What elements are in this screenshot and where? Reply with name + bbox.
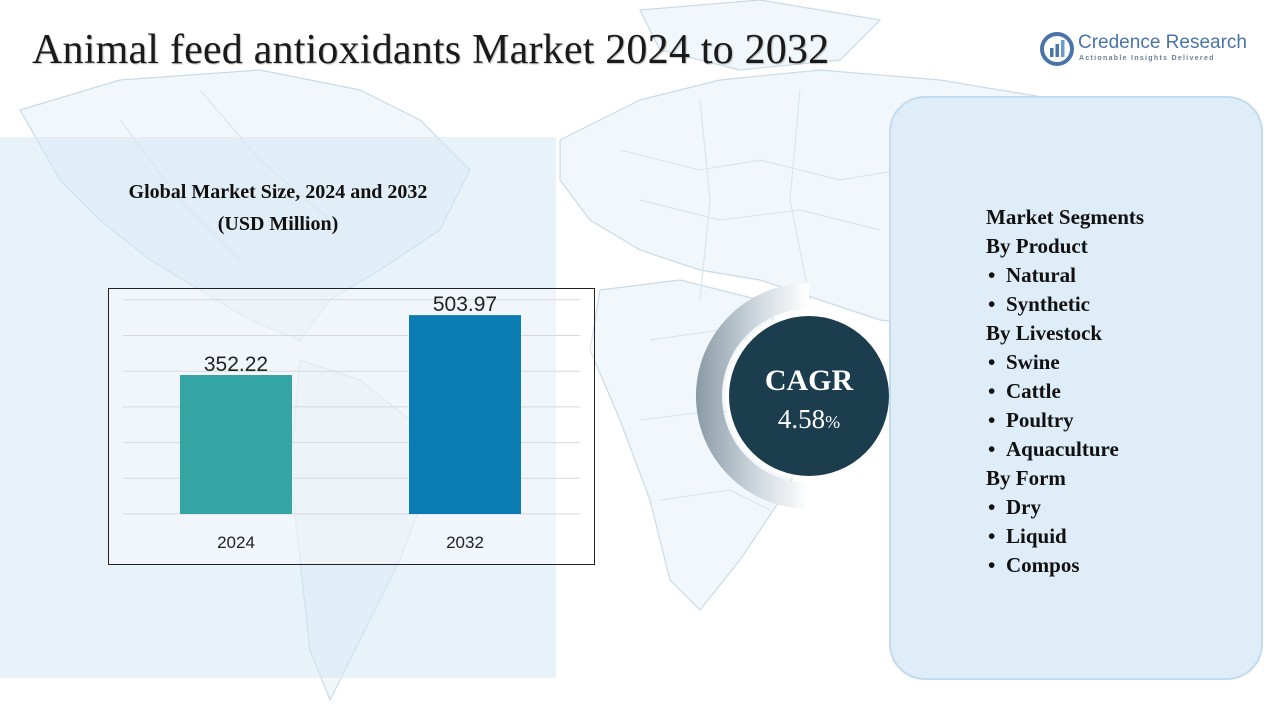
segment-item-label: Compos — [1006, 553, 1080, 577]
bar-value-label: 503.97 — [433, 293, 497, 316]
segment-item-label: Poultry — [1006, 408, 1074, 432]
bullet-icon: • — [988, 553, 996, 577]
segment-item-label: Natural — [1006, 263, 1076, 287]
chart-bars — [180, 315, 521, 514]
bullet-icon: • — [988, 495, 996, 519]
segments-heading: Market Segments — [986, 205, 1145, 229]
company-logo: Credence Research Actionable Insights De… — [1040, 32, 1260, 68]
segment-item-label: Synthetic — [1006, 292, 1090, 316]
cagr-arc — [695, 282, 809, 509]
bullet-icon: • — [988, 263, 996, 287]
chart-unit: (USD Million) — [217, 213, 339, 235]
chart-bar-values: 352.22 503.97 — [204, 293, 497, 376]
segment-item: • Swine — [986, 348, 1144, 377]
category-label: 2024 — [217, 533, 255, 552]
bullet-icon: • — [988, 408, 996, 432]
market-segments: Market Segments By Product • Natural • Syn… — [986, 203, 1144, 580]
cagr-value: 4.58 — [777, 404, 826, 434]
segment-item: • Natural — [986, 261, 1144, 290]
cagr-unit: % — [825, 412, 841, 432]
bullet-icon: • — [988, 379, 996, 403]
segment-item-label: Swine — [1006, 350, 1060, 374]
segment-item: • Aquaculture — [986, 435, 1144, 464]
segment-group-title: By Form — [986, 466, 1066, 490]
bar-2032 — [409, 315, 521, 514]
page-title: Animal feed antioxidants Market 2024 to … — [32, 27, 830, 73]
bullet-icon: • — [988, 292, 996, 316]
bullet-icon: • — [988, 437, 996, 461]
segment-item: • Compos — [986, 551, 1144, 580]
segment-item-label: Aquaculture — [1006, 437, 1119, 461]
bar-value-label: 352.22 — [204, 353, 268, 376]
segments-panel — [889, 96, 1263, 680]
logo-tagline: Actionable Insights Delivered — [1079, 55, 1215, 62]
chart-category-labels: 2024 2032 — [217, 533, 484, 552]
logo-name: Credence Research — [1078, 32, 1247, 53]
segment-item: • Cattle — [986, 377, 1144, 406]
segment-item-label: Dry — [1006, 495, 1041, 519]
segment-group-title: By Product — [986, 234, 1088, 258]
chart-heading: Global Market Size, 2024 and 2032 (USD M… — [0, 176, 556, 240]
segment-item-label: Liquid — [1006, 524, 1067, 548]
segment-item-label: Cattle — [1006, 379, 1061, 403]
segment-item: • Poultry — [986, 406, 1144, 435]
segment-item: • Dry — [986, 493, 1144, 522]
segment-item: • Liquid — [986, 522, 1144, 551]
logo-icon — [1040, 32, 1074, 66]
bar-2024 — [180, 374, 292, 514]
segment-item: • Synthetic — [986, 290, 1144, 319]
cagr-label: CAGR — [764, 364, 854, 397]
bullet-icon: • — [988, 350, 996, 374]
category-label: 2032 — [446, 533, 484, 552]
bullet-icon: • — [988, 524, 996, 548]
chart-title: Global Market Size, 2024 and 2032 — [128, 181, 428, 203]
cagr-value-wrap: 4.58% — [726, 404, 892, 435]
segment-group-title: By Livestock — [986, 321, 1103, 345]
